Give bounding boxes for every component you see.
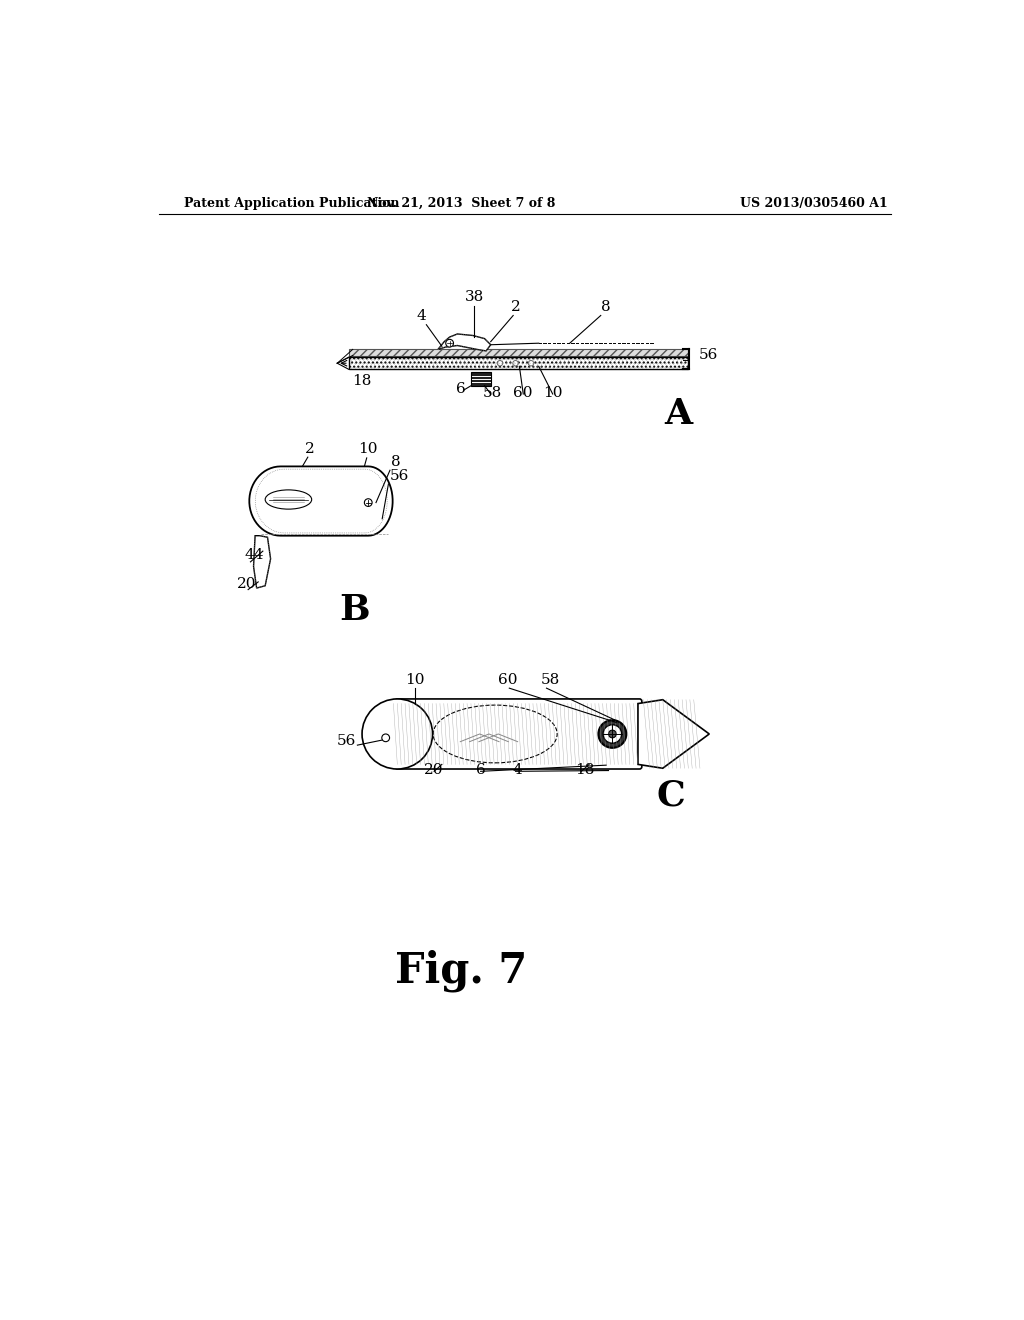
Circle shape [608, 730, 616, 738]
Circle shape [365, 499, 372, 507]
Circle shape [362, 700, 432, 770]
Circle shape [382, 734, 389, 742]
Text: 18: 18 [575, 763, 595, 777]
Circle shape [603, 725, 622, 743]
Text: 2: 2 [511, 300, 520, 314]
Text: 10: 10 [406, 673, 425, 686]
Circle shape [445, 339, 454, 347]
Text: 6: 6 [457, 383, 466, 396]
Text: A: A [665, 397, 692, 432]
Polygon shape [638, 700, 710, 768]
Bar [349, 358, 687, 370]
Text: 4: 4 [416, 309, 426, 323]
Bar [471, 372, 490, 385]
Text: 2: 2 [305, 442, 315, 457]
Text: B: B [339, 594, 370, 627]
Text: 56: 56 [337, 734, 356, 748]
Text: 60: 60 [498, 673, 517, 686]
Text: Nov. 21, 2013  Sheet 7 of 8: Nov. 21, 2013 Sheet 7 of 8 [367, 197, 555, 210]
Text: US 2013/0305460 A1: US 2013/0305460 A1 [740, 197, 888, 210]
Text: 8: 8 [391, 455, 401, 470]
FancyBboxPatch shape [395, 700, 642, 770]
Text: 58: 58 [482, 387, 502, 400]
Text: Patent Application Publication: Patent Application Publication [183, 197, 399, 210]
Ellipse shape [265, 490, 311, 510]
Text: 60: 60 [513, 387, 534, 400]
Circle shape [528, 360, 534, 366]
Text: 8: 8 [601, 300, 611, 314]
Text: 56: 56 [390, 470, 410, 483]
Text: 4: 4 [513, 763, 522, 777]
Polygon shape [254, 536, 270, 589]
Circle shape [598, 721, 627, 748]
Text: 20: 20 [424, 763, 443, 777]
Text: 10: 10 [358, 442, 378, 457]
Text: 56: 56 [698, 347, 718, 362]
Text: 20: 20 [237, 577, 256, 591]
Text: 44: 44 [245, 548, 264, 562]
Text: 18: 18 [352, 374, 372, 388]
Text: 58: 58 [541, 673, 560, 686]
Text: C: C [656, 779, 685, 812]
Polygon shape [438, 334, 490, 351]
Text: 6: 6 [476, 763, 485, 777]
Bar [349, 350, 687, 355]
Text: 38: 38 [465, 290, 484, 304]
Text: Fig. 7: Fig. 7 [395, 949, 527, 991]
Circle shape [498, 360, 503, 366]
Text: 10: 10 [543, 387, 562, 400]
Circle shape [513, 360, 518, 366]
Polygon shape [249, 466, 392, 536]
